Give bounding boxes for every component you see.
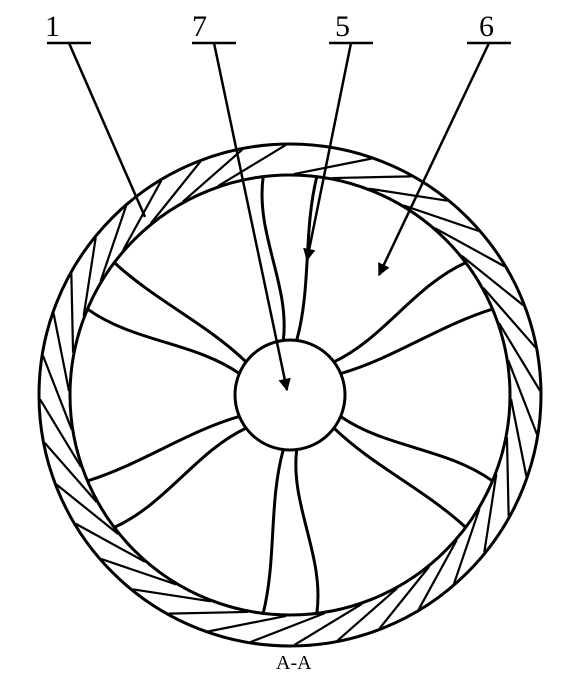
section-caption: A-A bbox=[276, 652, 312, 675]
callout-leader-6 bbox=[379, 43, 489, 275]
callout-label-7: 7 bbox=[192, 10, 207, 44]
callout-label-1: 1 bbox=[45, 10, 60, 44]
callout-label-6: 6 bbox=[479, 10, 494, 44]
callout-leader-1 bbox=[69, 43, 145, 217]
hub-circle bbox=[235, 340, 345, 450]
callout-label-5: 5 bbox=[335, 10, 350, 44]
callout-leader-7 bbox=[214, 43, 287, 390]
